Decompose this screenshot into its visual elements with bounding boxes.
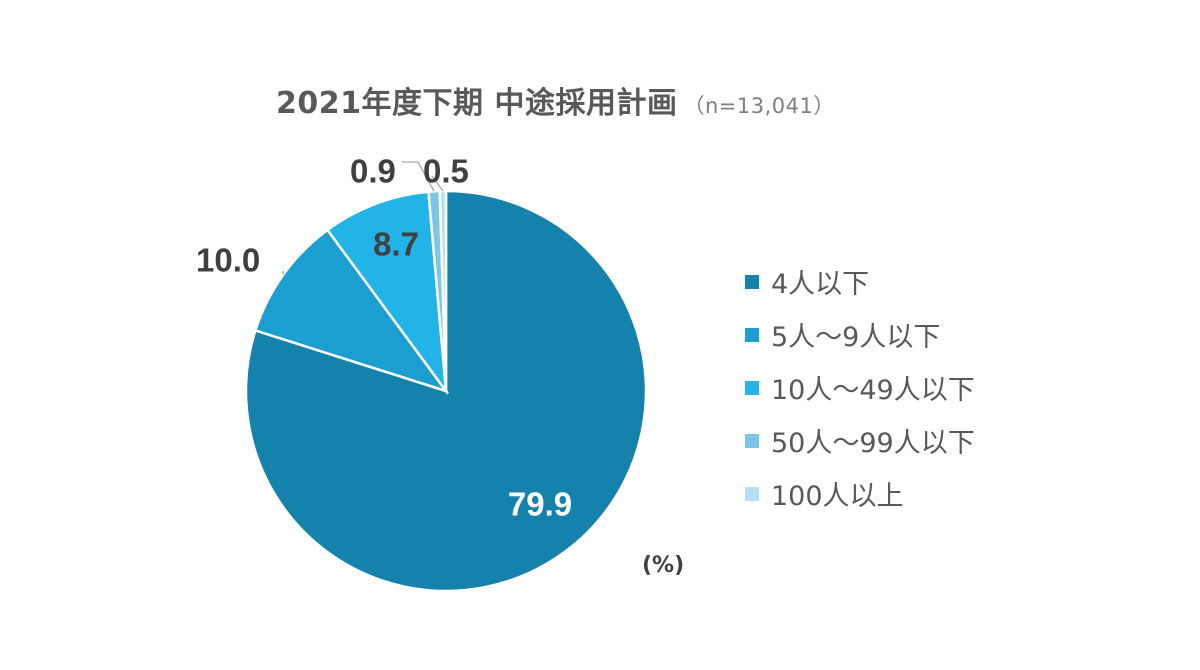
legend-swatch	[745, 486, 759, 501]
leader-line	[402, 161, 435, 192]
data-label: 0.5	[423, 153, 469, 190]
chart-title: 2021年度下期 中途採用計画 （n=13,041）	[276, 78, 835, 122]
legend-item: 5人～9人以下	[745, 308, 975, 361]
leader-line	[431, 175, 444, 192]
sample-size-note: （n=13,041）	[683, 94, 835, 118]
legend-label: 10人～49人以下	[771, 375, 975, 406]
data-label: 0.9	[350, 153, 396, 190]
legend-swatch	[745, 327, 759, 342]
legend-item: 50人～99人以下	[745, 414, 975, 467]
legend-item: 4人以下	[745, 255, 975, 308]
legend-item: 100人以上	[745, 467, 975, 520]
unit-label: (%)	[642, 553, 685, 578]
legend-label: 4人以下	[771, 269, 870, 300]
pie-slice	[253, 228, 450, 394]
data-label: 10.0	[196, 242, 260, 279]
legend-label: 50人～99人以下	[771, 428, 975, 459]
chart-title-text: 2021年度下期 中途採用計画	[276, 86, 678, 121]
legend-swatch	[745, 433, 759, 448]
data-label: 79.9	[508, 486, 572, 523]
legend-swatch	[745, 380, 759, 395]
legend-item: 10人～49人以下	[745, 361, 975, 414]
leader-line	[282, 270, 285, 275]
legend: 4人以下 5人～9人以下 10人～49人以下 50人～99人以下 100人以上	[745, 255, 975, 520]
legend-swatch	[745, 274, 759, 289]
legend-label: 100人以上	[771, 481, 904, 512]
pie-slice	[325, 190, 448, 396]
legend-label: 5人～9人以下	[771, 322, 941, 353]
data-label: 8.7	[373, 226, 419, 263]
